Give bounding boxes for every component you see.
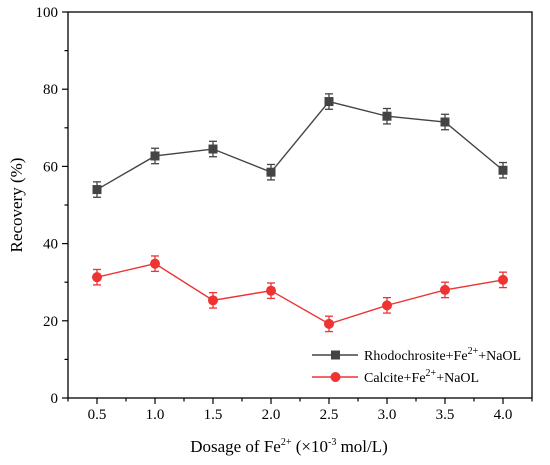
y-tick-label: 0 (51, 391, 59, 407)
data-point (498, 165, 508, 175)
series-0 (92, 93, 508, 198)
data-point (324, 318, 334, 329)
y-tick-label: 80 (43, 82, 58, 98)
y-tick-label: 100 (36, 5, 59, 21)
legend-marker-rhodochrosite (331, 350, 340, 360)
series-line (96, 262, 504, 325)
data-point (324, 97, 334, 107)
legend-item-rhodochrosite: Rhodochrosite+Fe2++NaOL (312, 346, 521, 364)
series-line (96, 100, 504, 191)
y-axis: 0 20 40 60 80 100 (36, 5, 68, 407)
legend-marker-calcite (330, 372, 341, 382)
data-point (440, 284, 450, 295)
x-tick-label: 2.0 (262, 407, 281, 423)
data-point (208, 144, 218, 154)
data-point (92, 272, 102, 283)
data-point (92, 185, 102, 195)
y-tick-label: 40 (43, 237, 58, 253)
data-point (382, 111, 392, 121)
y-axis-title: Recovery (%) (7, 158, 26, 253)
legend-label-rhodochrosite: Rhodochrosite+Fe2++NaOL (364, 346, 521, 364)
x-tick-label: 3.5 (436, 407, 455, 423)
x-tick-label: 4.0 (494, 407, 513, 423)
x-axis-title: Dosage of Fe2+ (×10-3 mol/L) (190, 437, 388, 456)
x-tick-label: 1.0 (146, 407, 165, 423)
data-point (208, 295, 218, 306)
x-axis: 0.5 1.0 1.5 2.0 2.5 3.0 3.5 4.0 (67, 398, 533, 423)
x-tick-label: 2.5 (320, 407, 339, 423)
x-tick-label: 0.5 (88, 407, 107, 423)
legend-item-calcite: Calcite+Fe2++NaOL (312, 368, 479, 386)
series-layer (92, 93, 508, 333)
x-tick-label: 3.0 (378, 407, 397, 423)
x-tick-label: 1.5 (204, 407, 223, 423)
plot-frame (67, 11, 533, 399)
series-1 (92, 255, 508, 333)
y-tick-label: 20 (43, 314, 58, 330)
data-point (382, 300, 392, 311)
data-point (440, 117, 450, 127)
plot-border (67, 11, 533, 399)
data-point (266, 167, 276, 177)
data-point (150, 258, 160, 269)
data-point (150, 151, 160, 161)
legend-label-calcite: Calcite+Fe2++NaOL (364, 368, 479, 386)
legend: Rhodochrosite+Fe2++NaOL Calcite+Fe2++NaO… (312, 346, 521, 386)
y-tick-label: 60 (43, 159, 58, 175)
data-point (266, 285, 276, 296)
data-point (498, 274, 508, 285)
